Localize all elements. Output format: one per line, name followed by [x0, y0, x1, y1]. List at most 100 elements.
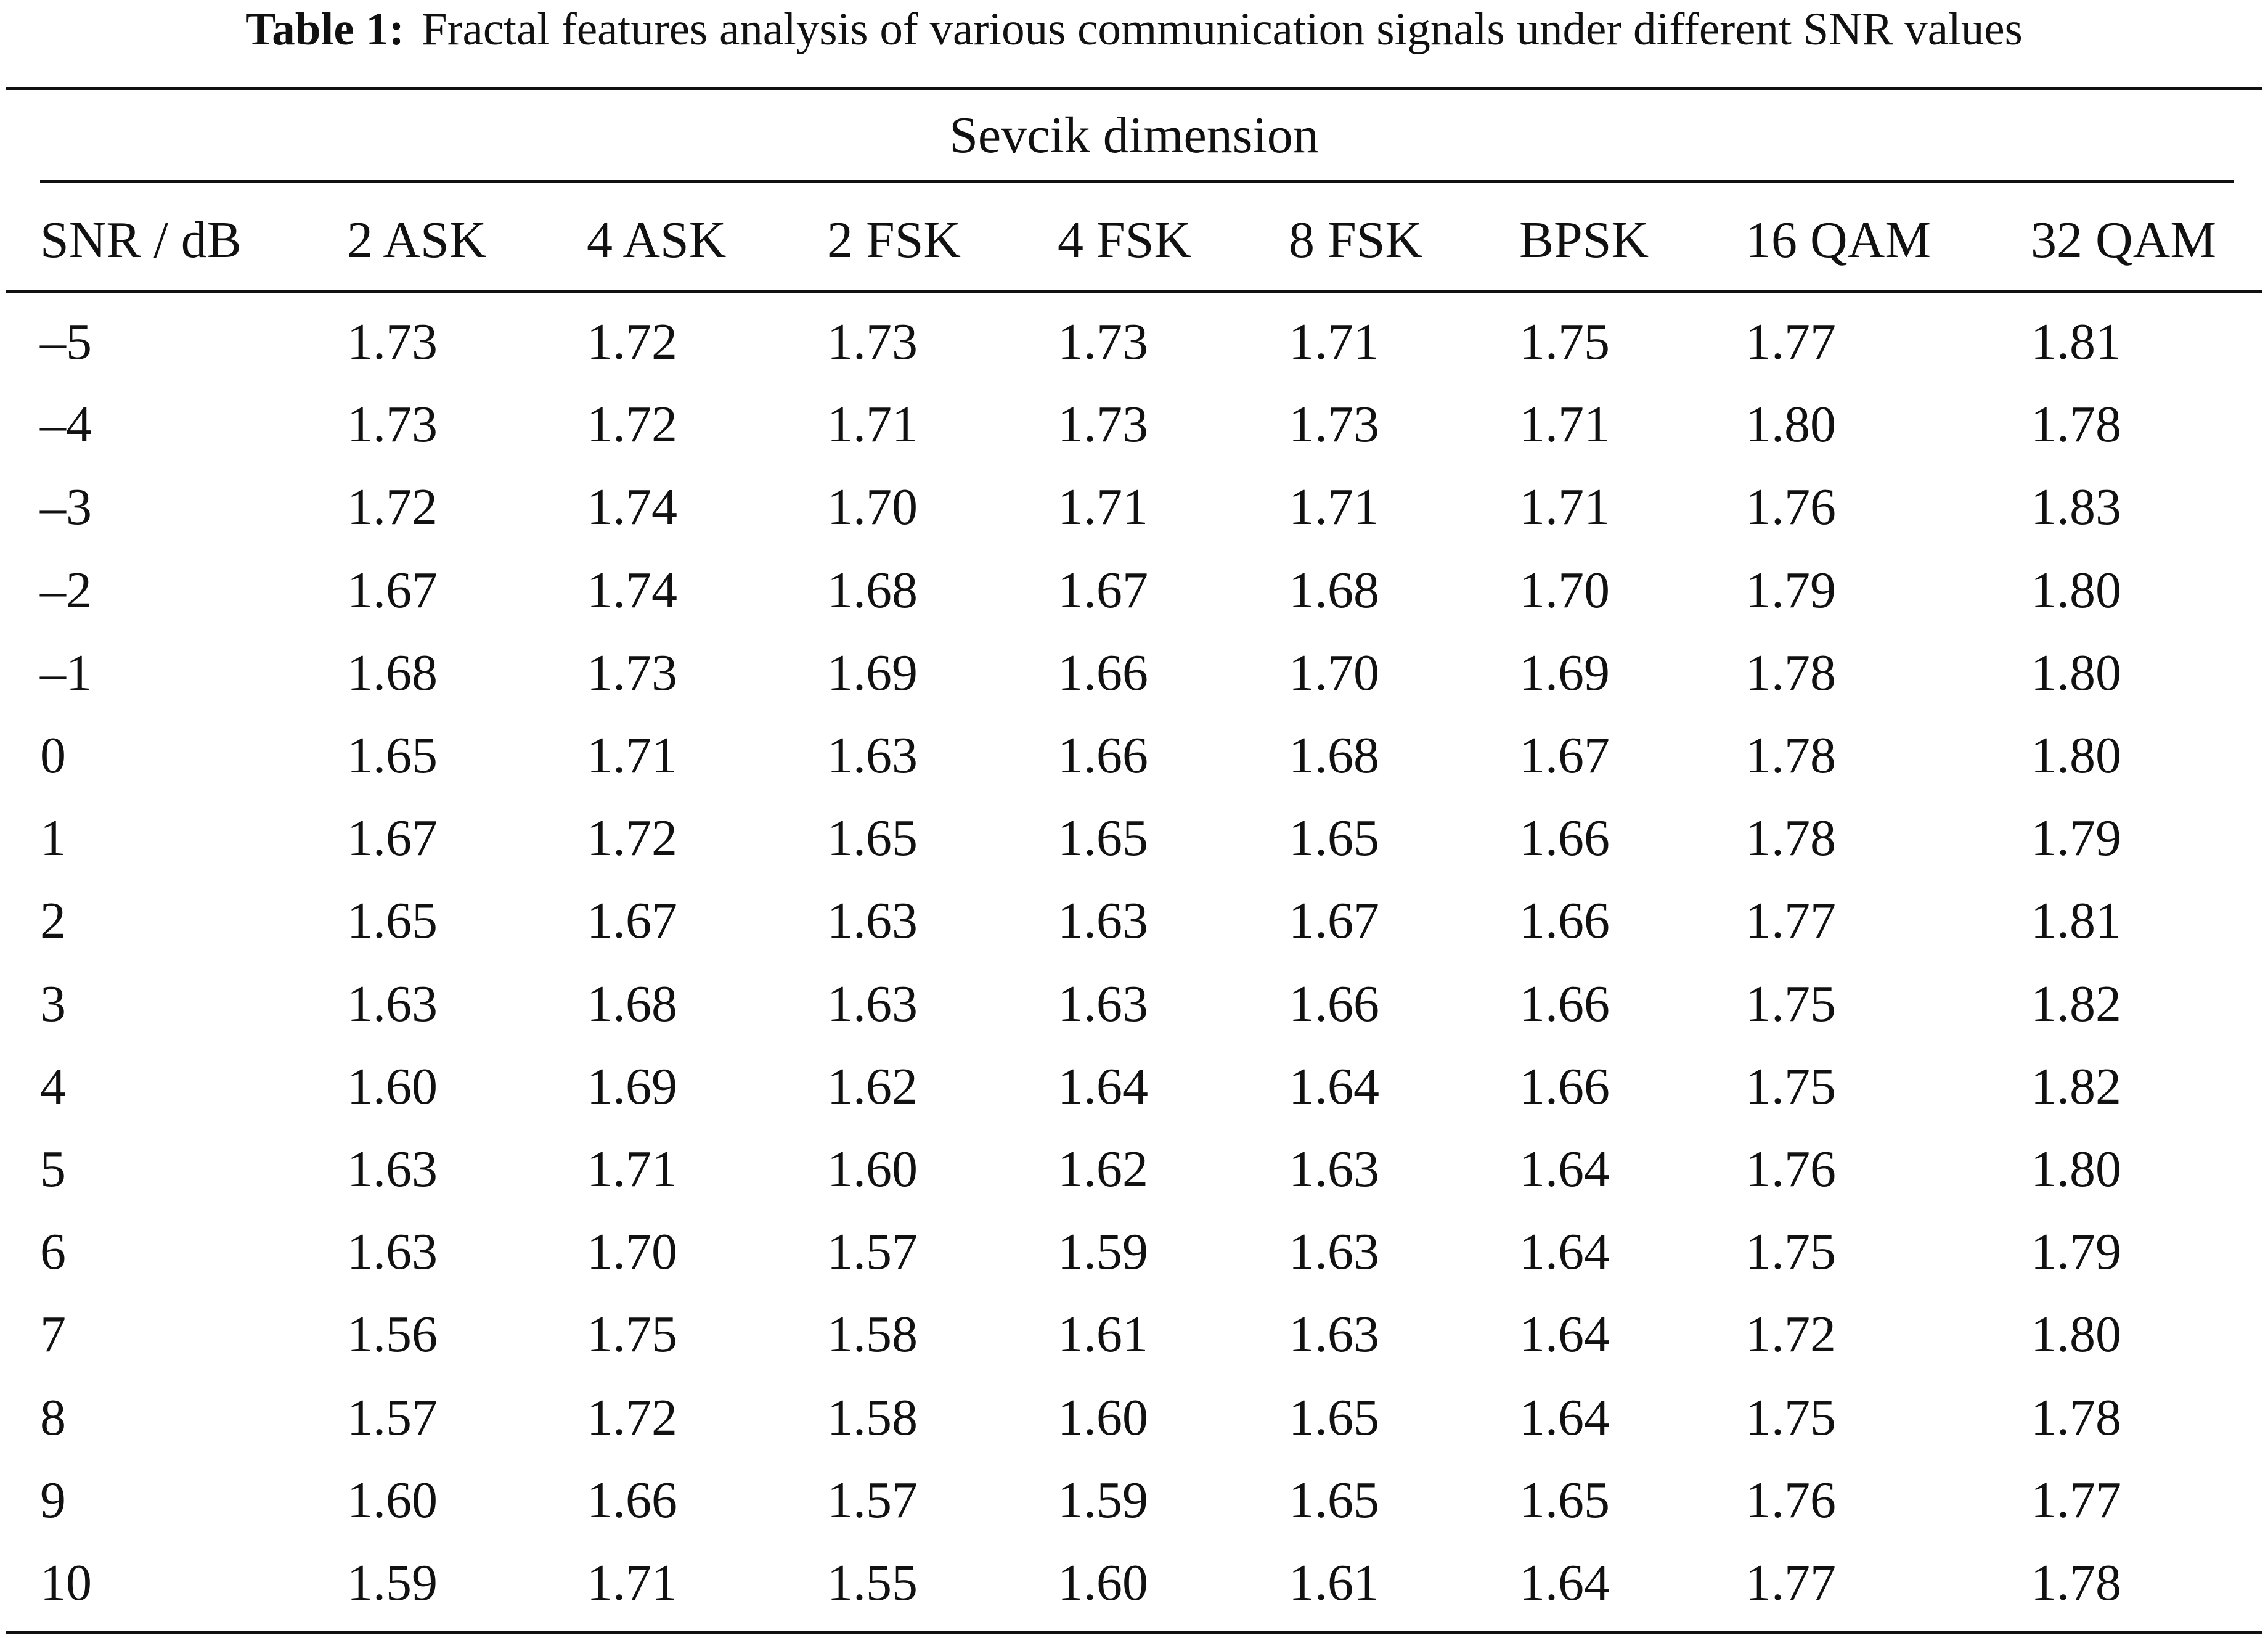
value-cell: 1.70 [827, 478, 918, 536]
table-row: –2 1.67 1.74 1.68 1.67 1.68 1.70 1.79 1.80 [0, 560, 2268, 642]
value-cell: 1.77 [1745, 1554, 1836, 1611]
table-row: 2 1.65 1.67 1.63 1.63 1.67 1.66 1.77 1.81 [0, 890, 2268, 973]
value-cell: 1.79 [1745, 562, 1836, 619]
value-cell: 1.59 [1058, 1223, 1148, 1280]
value-cell: 1.64 [1519, 1389, 1610, 1446]
caption-text: Fractal features analysis of various com… [421, 4, 2023, 55]
value-cell: 1.63 [827, 892, 918, 949]
value-cell: 1.65 [1058, 809, 1148, 867]
value-cell: 1.82 [2031, 975, 2121, 1033]
value-cell: 1.83 [2031, 478, 2121, 536]
value-cell: 1.56 [347, 1306, 438, 1363]
table-row: –3 1.72 1.74 1.70 1.71 1.71 1.71 1.76 1.83 [0, 477, 2268, 559]
value-cell: 1.60 [347, 1058, 438, 1115]
value-cell: 1.79 [2031, 1223, 2121, 1280]
snr-cell: 4 [40, 1058, 66, 1115]
value-cell: 1.80 [2031, 1306, 2121, 1363]
value-cell: 1.71 [1289, 478, 1379, 536]
value-cell: 1.73 [1289, 396, 1379, 453]
value-cell: 1.68 [1289, 562, 1379, 619]
value-cell: 1.68 [827, 562, 918, 619]
value-cell: 1.79 [2031, 809, 2121, 867]
value-cell: 1.81 [2031, 313, 2121, 371]
snr-cell: 0 [40, 727, 66, 784]
table-row: –1 1.68 1.73 1.69 1.66 1.70 1.69 1.78 1.80 [0, 642, 2268, 725]
value-cell: 1.70 [587, 1223, 677, 1280]
value-cell: 1.73 [1058, 313, 1148, 371]
table-row: 0 1.65 1.71 1.63 1.66 1.68 1.67 1.78 1.80 [0, 725, 2268, 808]
value-cell: 1.63 [827, 975, 918, 1033]
value-cell: 1.73 [587, 644, 677, 702]
value-cell: 1.63 [1289, 1223, 1379, 1280]
value-cell: 1.72 [347, 478, 438, 536]
value-cell: 1.68 [587, 975, 677, 1033]
value-cell: 1.65 [1289, 1389, 1379, 1446]
value-cell: 1.55 [827, 1554, 918, 1611]
value-cell: 1.60 [347, 1472, 438, 1529]
value-cell: 1.75 [1519, 313, 1610, 371]
value-cell: 1.64 [1519, 1223, 1610, 1280]
value-cell: 1.62 [827, 1058, 918, 1115]
snr-cell: –1 [40, 644, 92, 702]
value-cell: 1.81 [2031, 892, 2121, 949]
value-cell: 1.61 [1289, 1554, 1379, 1611]
value-cell: 1.60 [1058, 1554, 1148, 1611]
value-cell: 1.72 [587, 1389, 677, 1446]
value-cell: 1.69 [1519, 644, 1610, 702]
value-cell: 1.66 [1289, 975, 1379, 1033]
value-cell: 1.65 [347, 892, 438, 949]
snr-cell: 8 [40, 1389, 66, 1446]
column-header-4ask: 4 ASK [587, 211, 727, 269]
column-header-snr: SNR / dB [40, 211, 242, 269]
value-cell: 1.71 [587, 727, 677, 784]
snr-cell: 10 [40, 1554, 92, 1611]
value-cell: 1.64 [1058, 1058, 1148, 1115]
value-cell: 1.72 [587, 396, 677, 453]
value-cell: 1.73 [1058, 396, 1148, 453]
snr-cell: 1 [40, 809, 66, 867]
snr-cell: –3 [40, 478, 92, 536]
value-cell: 1.67 [1289, 892, 1379, 949]
value-cell: 1.63 [347, 975, 438, 1033]
value-cell: 1.71 [1289, 313, 1379, 371]
value-cell: 1.65 [827, 809, 918, 867]
value-cell: 1.64 [1519, 1554, 1610, 1611]
value-cell: 1.75 [1745, 1223, 1836, 1280]
value-cell: 1.72 [587, 313, 677, 371]
value-cell: 1.71 [827, 396, 918, 453]
value-cell: 1.63 [347, 1223, 438, 1280]
table-row: 8 1.57 1.72 1.58 1.60 1.65 1.64 1.75 1.78 [0, 1387, 2268, 1470]
value-cell: 1.62 [1058, 1140, 1148, 1198]
value-cell: 1.80 [2031, 562, 2121, 619]
value-cell: 1.67 [347, 809, 438, 867]
snr-cell: 2 [40, 892, 66, 949]
value-cell: 1.78 [2031, 1389, 2121, 1446]
snr-cell: 9 [40, 1472, 66, 1529]
value-cell: 1.73 [347, 313, 438, 371]
value-cell: 1.78 [1745, 644, 1836, 702]
snr-cell: –4 [40, 396, 92, 453]
value-cell: 1.82 [2031, 1058, 2121, 1115]
value-cell: 1.67 [1519, 727, 1610, 784]
column-header-2ask: 2 ASK [347, 211, 487, 269]
value-cell: 1.72 [587, 809, 677, 867]
value-cell: 1.68 [1289, 727, 1379, 784]
value-cell: 1.59 [1058, 1472, 1148, 1529]
value-cell: 1.65 [347, 727, 438, 784]
value-cell: 1.80 [2031, 1140, 2121, 1198]
value-cell: 1.71 [587, 1554, 677, 1611]
table-row: 4 1.60 1.69 1.62 1.64 1.64 1.66 1.75 1.82 [0, 1056, 2268, 1139]
value-cell: 1.66 [1519, 975, 1610, 1033]
value-cell: 1.66 [1058, 644, 1148, 702]
table-row: 10 1.59 1.71 1.55 1.60 1.61 1.64 1.77 1.78 [0, 1552, 2268, 1635]
column-header-2fsk: 2 FSK [827, 211, 961, 269]
value-cell: 1.58 [827, 1306, 918, 1363]
table-row: 3 1.63 1.68 1.63 1.63 1.66 1.66 1.75 1.82 [0, 973, 2268, 1056]
value-cell: 1.57 [347, 1389, 438, 1446]
value-cell: 1.67 [347, 562, 438, 619]
table-row: –5 1.73 1.72 1.73 1.73 1.71 1.75 1.77 1.81 [0, 311, 2268, 394]
value-cell: 1.69 [587, 1058, 677, 1115]
value-cell: 1.70 [1289, 644, 1379, 702]
value-cell: 1.63 [1058, 892, 1148, 949]
value-cell: 1.60 [1058, 1389, 1148, 1446]
